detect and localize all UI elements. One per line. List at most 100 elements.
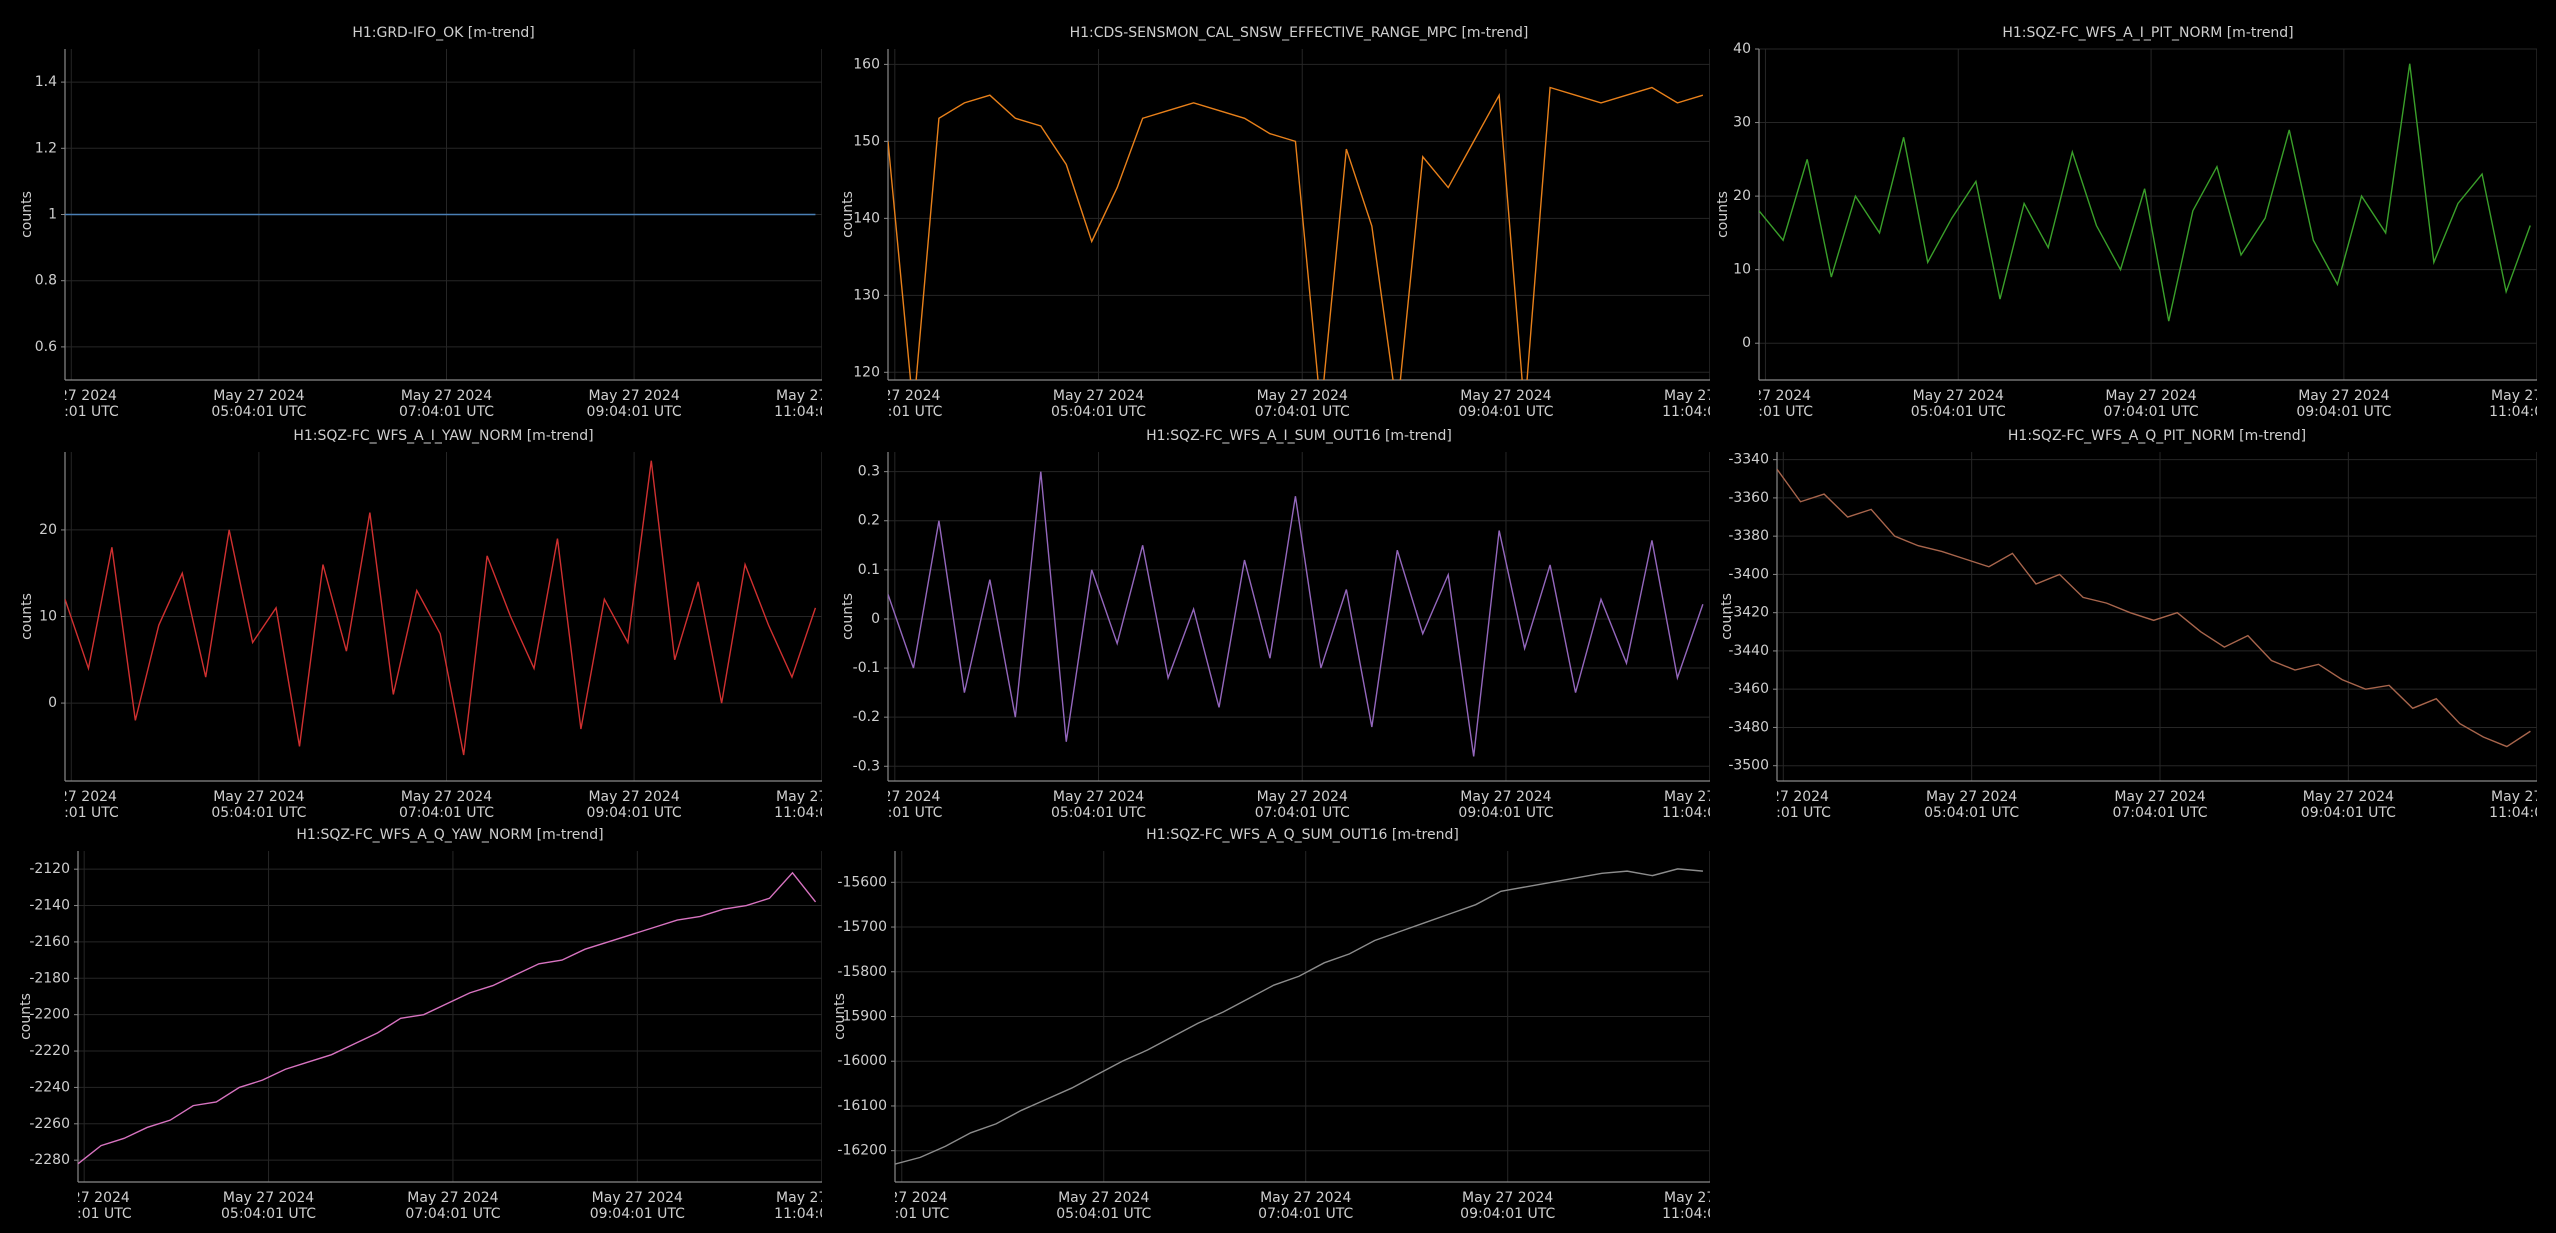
y-tick-label: 0.8 <box>35 273 57 289</box>
chart-title: H1:SQZ-FC_WFS_A_I_SUM_OUT16 [m-trend] <box>1146 428 1452 444</box>
y-tick-label: -0.2 <box>853 709 880 725</box>
x-tick-labels: May 27 2024 03:04:01 UTC May 27 2024 05:0… <box>65 781 822 817</box>
x-tick-label: May 27 2024 03:04:01 UTC <box>78 1190 132 1218</box>
y-tick-label: 150 <box>853 133 880 149</box>
x-tick-label: May 27 2024 09:04:01 UTC <box>1458 388 1554 416</box>
x-tick-labels: May 27 2024 03:04:01 UTC May 27 2024 05:0… <box>1777 781 2537 817</box>
y-axis-label: counts <box>19 191 35 238</box>
y-axis-label: counts <box>832 993 848 1040</box>
y-axis-label: counts <box>19 593 35 640</box>
x-tick-label: May 27 2024 05:04:01 UTC <box>1050 388 1147 416</box>
y-tick-label: 0 <box>48 695 57 711</box>
x-tick-label: May 27 2024 11:04:01 UTC <box>774 388 822 416</box>
x-tick-label: May 27 2024 03:04:01 UTC <box>888 789 943 817</box>
y-tick-label: 160 <box>853 56 880 72</box>
x-tick-label: May 27 2024 11:04:01 UTC <box>2489 388 2537 416</box>
x-tick-label: May 27 2024 11:04:01 UTC <box>774 1190 822 1218</box>
x-tick-labels: May 27 2024 03:04:01 UTC May 27 2024 05:0… <box>78 1182 822 1218</box>
y-tick-label: -2180 <box>29 970 70 986</box>
x-tick-labels: May 27 2024 03:04:01 UTC May 27 2024 05:0… <box>65 380 822 416</box>
y-axis-label: counts <box>18 993 34 1040</box>
y-tick-label: 140 <box>853 210 880 226</box>
x-tick-label: May 27 2024 07:04:01 UTC <box>1254 789 1350 817</box>
x-tick-label: May 27 2024 05:04:01 UTC <box>211 789 307 817</box>
chart-title: H1:SQZ-FC_WFS_A_I_PIT_NORM [m-trend] <box>2002 25 2293 41</box>
x-tick-labels: May 27 2024 03:04:01 UTC May 27 2024 05:0… <box>888 781 1710 817</box>
y-tick-label: -3360 <box>1728 490 1769 506</box>
x-tick-label: May 27 2024 03:04:01 UTC <box>895 1190 950 1218</box>
y-tick-label: 1.4 <box>35 74 57 90</box>
x-tick-label: May 27 2024 03:04:01 UTC <box>1777 789 1831 817</box>
chart-title: H1:GRD-IFO_OK [m-trend] <box>352 25 534 41</box>
y-tick-label: -0.3 <box>853 758 880 774</box>
x-tick-label: May 27 2024 11:04:01 UTC <box>2489 789 2537 817</box>
x-tick-label: May 27 2024 07:04:01 UTC <box>1258 1190 1354 1218</box>
x-tick-label: May 27 2024 09:04:01 UTC <box>586 789 682 817</box>
x-tick-label: May 27 2024 11:04:01 UTC <box>1662 388 1710 416</box>
y-tick-label: -2160 <box>29 934 70 950</box>
chart-title: H1:SQZ-FC_WFS_A_Q_YAW_NORM [m-trend] <box>296 827 603 843</box>
y-tick-label: -15800 <box>837 964 887 980</box>
y-tick-label: -16100 <box>837 1098 887 1114</box>
y-tick-label: -15700 <box>837 919 887 935</box>
y-tick-label: -2220 <box>29 1043 70 1059</box>
x-tick-label: May 27 2024 09:04:01 UTC <box>2300 789 2396 817</box>
y-tick-label: 120 <box>853 364 880 380</box>
y-tick-label: 0.1 <box>858 562 880 578</box>
y-tick-label: 30 <box>1733 115 1751 131</box>
y-tick-label: -2260 <box>29 1116 70 1132</box>
y-axis-label: counts <box>840 191 856 238</box>
x-tick-label: May 27 2024 05:04:01 UTC <box>1050 789 1147 817</box>
y-tick-label: -3500 <box>1728 758 1769 774</box>
y-tick-label: -2140 <box>29 898 70 914</box>
series-line <box>65 460 817 756</box>
x-tick-label: May 27 2024 07:04:01 UTC <box>398 789 495 817</box>
x-tick-label: May 27 2024 05:04:01 UTC <box>1056 1190 1152 1218</box>
y-tick-label: -0.1 <box>853 660 880 676</box>
y-tick-label: -2240 <box>29 1079 70 1095</box>
x-tick-label: May 27 2024 05:04:01 UTC <box>221 1190 317 1218</box>
x-tick-label: May 27 2024 09:04:01 UTC <box>589 1190 685 1218</box>
y-tick-label: 20 <box>1733 188 1751 204</box>
y-tick-label: 0.6 <box>35 339 57 355</box>
y-tick-label: -16000 <box>837 1053 887 1069</box>
series-line <box>1777 468 2531 748</box>
x-tick-label: May 27 2024 05:04:01 UTC <box>211 388 307 416</box>
x-tick-label: May 27 2024 07:04:01 UTC <box>1254 388 1350 416</box>
y-tick-label: -2200 <box>29 1007 70 1023</box>
x-tick-label: May 27 2024 03:04:01 UTC <box>65 388 119 416</box>
y-tick-label: -15600 <box>837 874 887 890</box>
series-line <box>78 871 817 1165</box>
y-tick-label: 0.3 <box>858 464 880 480</box>
x-tick-label: May 27 2024 07:04:01 UTC <box>2112 789 2208 817</box>
y-tick-label: -2120 <box>29 861 70 877</box>
x-tick-label: May 27 2024 07:04:01 UTC <box>405 1190 501 1218</box>
series-line <box>888 471 1704 757</box>
x-tick-label: May 27 2024 05:04:01 UTC <box>1910 388 2006 416</box>
y-tick-label: -2280 <box>29 1152 70 1168</box>
y-tick-label: -3400 <box>1728 566 1769 582</box>
x-tick-label: May 27 2024 03:04:01 UTC <box>888 388 943 416</box>
x-tick-label: May 27 2024 07:04:01 UTC <box>398 388 495 416</box>
y-axis-label: counts <box>840 593 856 640</box>
y-tick-label: 1 <box>48 207 57 223</box>
y-tick-label: -3340 <box>1728 452 1769 468</box>
x-tick-label: May 27 2024 09:04:01 UTC <box>2296 388 2392 416</box>
y-tick-label: -3440 <box>1728 643 1769 659</box>
y-tick-label: 0 <box>871 611 880 627</box>
x-tick-label: May 27 2024 07:04:01 UTC <box>2103 388 2199 416</box>
y-tick-label: -3460 <box>1728 681 1769 697</box>
x-tick-label: May 27 2024 09:04:01 UTC <box>1460 1190 1556 1218</box>
x-tick-label: May 27 2024 11:04:01 UTC <box>774 789 822 817</box>
chart-title: H1:SQZ-FC_WFS_A_Q_SUM_OUT16 [m-trend] <box>1146 827 1459 843</box>
y-tick-label: 1.2 <box>35 140 57 156</box>
y-tick-label: 40 <box>1733 41 1751 57</box>
x-tick-label: May 27 2024 03:04:01 UTC <box>65 789 119 817</box>
chart-title: H1:CDS-SENSMON_CAL_SNSW_EFFECTIVE_RANGE_… <box>1070 25 1529 41</box>
x-tick-label: May 27 2024 11:04:01 UTC <box>1662 789 1710 817</box>
x-tick-label: May 27 2024 11:04:01 UTC <box>1662 1190 1710 1218</box>
y-tick-label: 0 <box>1742 335 1751 351</box>
chart-title: H1:SQZ-FC_WFS_A_Q_PIT_NORM [m-trend] <box>2008 428 2306 444</box>
